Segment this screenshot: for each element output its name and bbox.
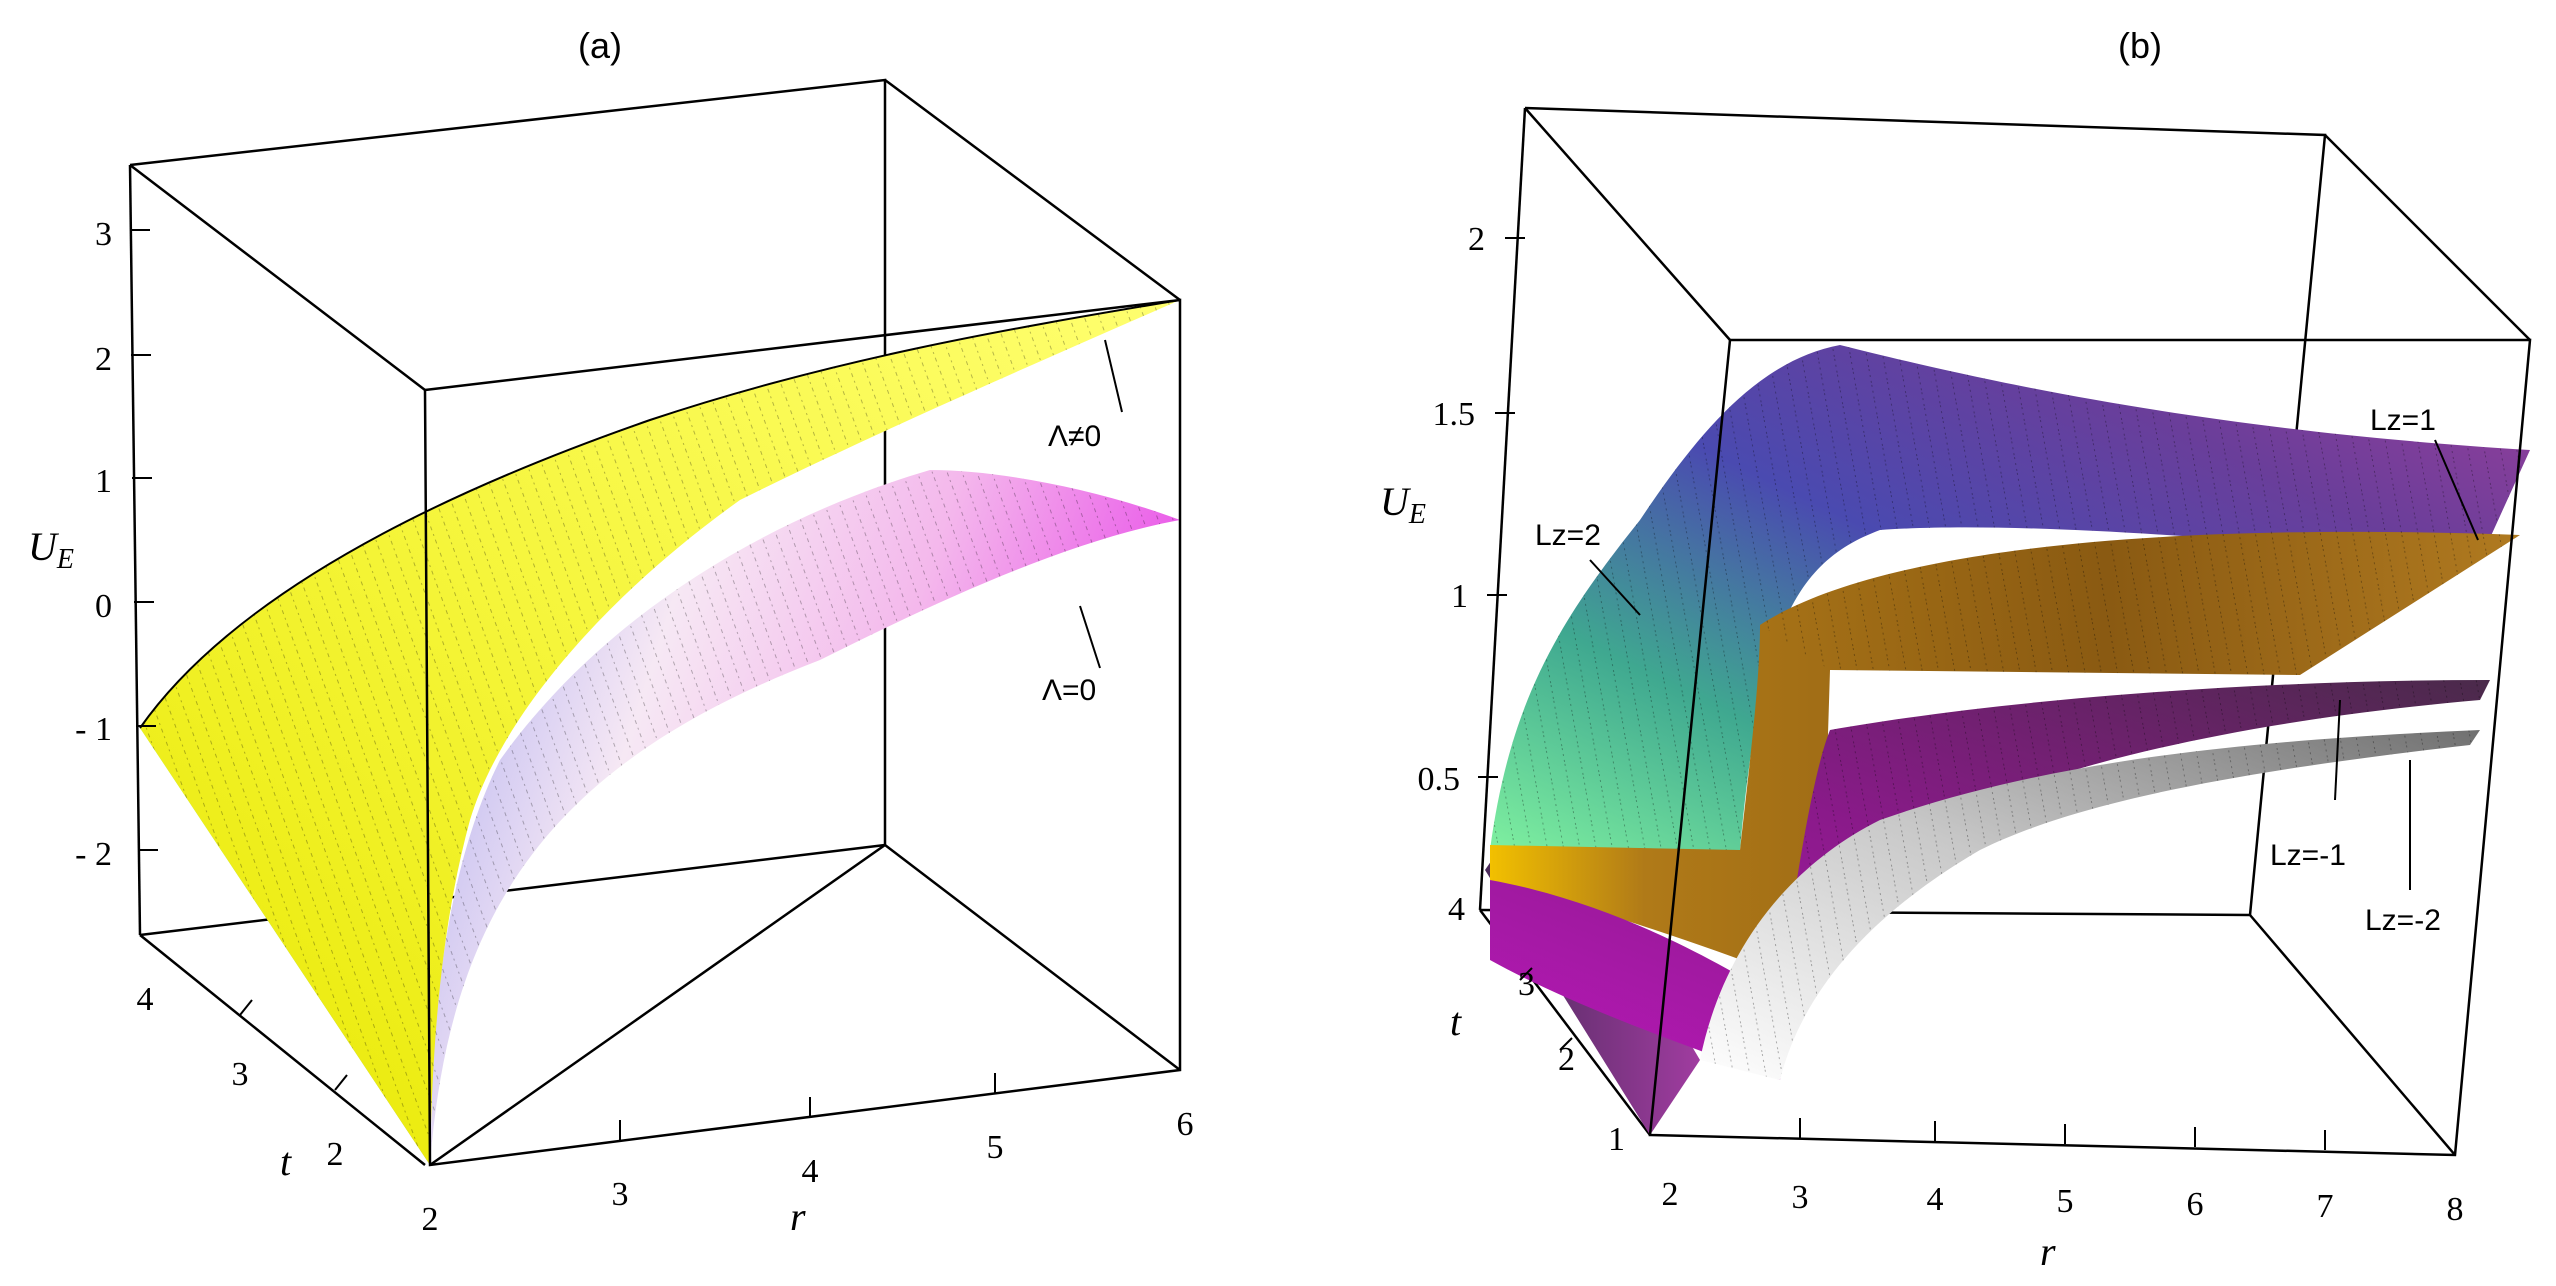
tick-label: - 2 [75, 836, 112, 873]
tick-label: 1 [1608, 1121, 1625, 1158]
panel-a-annotations: Λ≠0 Λ=0 [1042, 339, 1123, 707]
panel-a: (a) [28, 25, 1194, 1239]
panel-b-x-label: r [2040, 1229, 2056, 1274]
tick-label: 3 [1518, 966, 1535, 1003]
series-label: Lz=-1 [2270, 839, 2346, 872]
panel-b-y-label: t [1450, 999, 1462, 1044]
tick-label: 5 [2057, 1183, 2074, 1220]
tick-label: 7 [2317, 1188, 2334, 1225]
tick-label: 1.5 [1433, 396, 1476, 433]
tick-label: 8 [2447, 1191, 2464, 1228]
series-label: Λ=0 [1042, 674, 1096, 707]
panel-b-z-ticks: 2 1.5 1 0.5 [1418, 221, 1486, 798]
panel-b-t-ticks: 4 3 2 1 [1448, 891, 1625, 1158]
tick-label: 6 [2187, 1186, 2204, 1223]
panel-a-z-ticks: 3 2 1 0 - 1 - 2 [75, 216, 112, 873]
tick-label: 2 [1558, 1041, 1575, 1078]
panel-b-tick-marks [1478, 237, 2326, 1150]
panel-b-box-front [1648, 338, 2532, 1157]
tick-label: 4 [1448, 891, 1465, 928]
tick-label: 2 [422, 1201, 439, 1238]
panel-b-x-ticks: 2 3 4 5 6 7 8 [1662, 1176, 2464, 1228]
tick-label: 0.5 [1418, 761, 1461, 798]
tick-label: 0 [95, 588, 112, 625]
tick-label: 4 [1927, 1181, 1944, 1218]
tick-label: 3 [1792, 1179, 1809, 1216]
panel-a-t-ticks: 4 3 2 [137, 981, 344, 1173]
panel-b-annotations: Lz=2 Lz=1 Lz=-1 Lz=-2 [1535, 404, 2479, 937]
tick-label: 4 [137, 981, 154, 1018]
panel-b: (b) [1380, 25, 2532, 1274]
panel-a-x-label: r [790, 1194, 806, 1239]
panel-b-surfaces [1485, 345, 2530, 1135]
tick-label: 5 [987, 1129, 1004, 1166]
series-label: Lz=-2 [2365, 904, 2441, 937]
tick-label: 4 [802, 1153, 819, 1190]
panel-a-box-front [128, 164, 1182, 1167]
panel-a-surfaces [139, 299, 1181, 1165]
panel-a-y-label: t [280, 1139, 292, 1184]
series-label: Λ≠0 [1048, 420, 1101, 453]
tick-label: 3 [612, 1176, 629, 1213]
tick-label: 2 [1468, 221, 1485, 258]
tick-label: - 1 [75, 711, 112, 748]
panel-a-tick-marks [130, 229, 996, 1140]
panel-a-title: (a) [578, 25, 622, 66]
series-label: Lz=1 [2370, 404, 2436, 437]
panel-b-title: (b) [2118, 25, 2162, 66]
panel-a-z-label: UE [28, 524, 74, 575]
tick-label: 2 [1662, 1176, 1679, 1213]
tick-label: 2 [327, 1136, 344, 1173]
tick-label: 6 [1177, 1106, 1194, 1143]
tick-label: 3 [95, 216, 112, 253]
tick-label: 1 [95, 463, 112, 500]
tick-label: 1 [1451, 578, 1468, 615]
series-label: Lz=2 [1535, 519, 1601, 552]
tick-label: 2 [95, 341, 112, 378]
panel-b-z-label: UE [1380, 479, 1426, 530]
panel-a-x-ticks: 2 3 4 5 6 [422, 1106, 1194, 1238]
tick-label: 3 [232, 1056, 249, 1093]
